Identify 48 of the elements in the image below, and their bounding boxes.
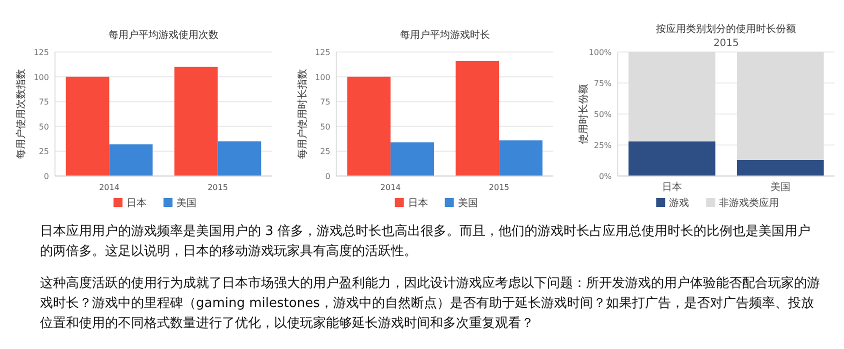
y-tick-label: 50 [38, 122, 49, 132]
y-tick-label: 25 [38, 147, 49, 156]
legend-label: 非游戏类应用 [719, 197, 780, 209]
chart-title: 按应用类别划分的使用时长份额 [656, 23, 796, 35]
bar [499, 140, 542, 176]
bar [174, 66, 218, 176]
x-tick-label: 2014 [380, 183, 401, 192]
y-tick-label: 25 [320, 147, 330, 156]
bar [456, 60, 500, 176]
y-axis-title: 使用时长份额 [578, 84, 590, 144]
y-tick-label: 100 [315, 72, 330, 82]
text: 日本应用用户的游戏频率是美国用户的 3 倍多，游戏总时长也高出很多。而且，他们的游戏时长占应用总使用时长的比例也是美国用户的两倍多。这足以说明，日本的移动游戏玩家具有高度的活跃性。 [40, 223, 812, 261]
bar [66, 76, 110, 176]
bar [390, 142, 434, 176]
y-tick-label: 75% [594, 79, 612, 88]
bar [109, 144, 153, 176]
legend-label: 游戏 [669, 197, 690, 209]
y-tick-label: 75 [320, 98, 330, 107]
y-tick-label: 50 [320, 122, 330, 132]
y-tick-label: 25% [594, 141, 612, 150]
x-tick-label: 2015 [208, 183, 228, 192]
y-axis-title: 每用户使用时长指数 [296, 69, 308, 159]
y-tick-label: 100% [588, 48, 612, 57]
x-tick-label: 2014 [99, 183, 120, 192]
chart-title: 每用户平均游戏时长 [400, 29, 490, 41]
y-tick-label: 0 [325, 172, 330, 181]
y-tick-label: 125 [315, 48, 330, 57]
bar [218, 141, 262, 176]
y-tick-label: 75 [38, 98, 49, 107]
legend-label: 美国 [176, 197, 196, 209]
legend-label: 日本 [126, 197, 146, 209]
bar [737, 160, 824, 176]
y-tick-label: 0 [44, 172, 49, 181]
chart-subtitle: 2015 [713, 38, 739, 49]
y-tick-label: 125 [34, 48, 49, 57]
legend-label: 日本 [408, 197, 428, 209]
chart-title: 每用户平均游戏使用次数 [108, 29, 218, 41]
bar [628, 141, 716, 176]
x-tick-label: 2015 [488, 183, 510, 192]
y-tick-label: 100 [34, 72, 49, 82]
x-tick-label: 美国 [770, 181, 790, 193]
bar [347, 76, 391, 176]
text: 这种高度活跃的使用行为成就了日本市场强大的用户盈利能力，因此设计游戏应考虑以下问题：所开发游戏的用户体验能否配合玩家的游戏时长？游戏中的里程碑（gaming milestones，游戏中的自然断点）是否有助于延长游戏时间？如果打广告，是否对广告频率、投放位置和使用的不同格式数量进行了优化，以使玩家能够延长游戏时间和多次重复观看？ [40, 275, 820, 333]
y-axis-title: 每用户使用次数指数 [15, 69, 27, 159]
x-tick-label: 日本 [662, 181, 682, 193]
legend-label: 美国 [458, 197, 478, 209]
y-tick-label: 0% [598, 172, 612, 181]
y-tick-label: 50% [594, 110, 612, 119]
